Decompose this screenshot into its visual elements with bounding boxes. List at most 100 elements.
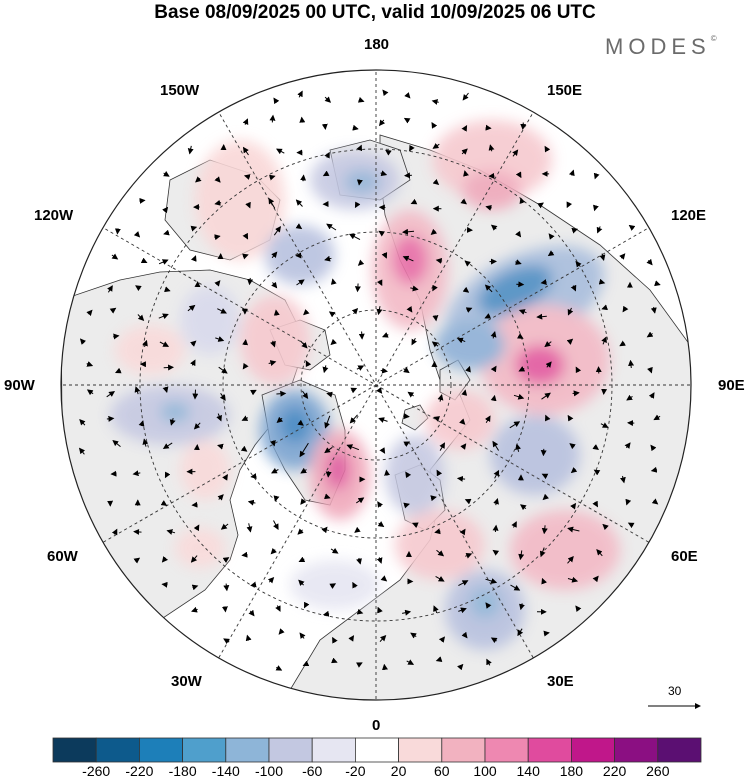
latitude-circle — [222, 231, 530, 539]
wind-vector — [328, 311, 336, 318]
wind-vector — [431, 99, 439, 105]
wind-vector — [515, 171, 522, 179]
wind-vector — [431, 122, 438, 129]
wind-vector — [300, 174, 307, 182]
wind-vector — [245, 201, 251, 209]
wind-vector — [601, 336, 607, 345]
wind-vector — [190, 255, 197, 262]
wind-vector — [250, 389, 257, 396]
wind-vector — [600, 422, 609, 428]
wind-vector — [270, 548, 277, 555]
wind-vector — [240, 445, 248, 452]
wind-vector — [458, 607, 467, 614]
wind-vector — [376, 557, 383, 564]
wind-vector — [161, 556, 168, 563]
positive-anomaly — [462, 170, 522, 210]
wind-vector — [142, 339, 148, 347]
wind-vector — [140, 257, 148, 264]
wind-vector — [217, 443, 224, 450]
wind-vector — [592, 575, 599, 583]
wind-vector — [242, 362, 249, 370]
wind-vector — [572, 390, 580, 397]
colorbar-swatch — [311, 737, 356, 763]
wind-vector — [114, 228, 121, 235]
wind-vector — [321, 123, 328, 130]
wind-vector — [352, 581, 358, 589]
wind-vector — [163, 171, 170, 177]
wind-vector — [326, 223, 337, 231]
lon-label-90w: 90W — [4, 377, 35, 394]
wind-vector — [276, 148, 285, 155]
wind-vector — [137, 314, 145, 322]
brand-name: MODES — [605, 34, 711, 59]
wind-vector — [349, 414, 358, 424]
wind-vector — [162, 442, 173, 450]
svalbard — [401, 404, 429, 431]
wind-vector — [330, 278, 337, 285]
wind-vector — [302, 660, 310, 666]
colorbar-swatch — [571, 737, 616, 763]
wind-vector — [356, 557, 362, 565]
wind-vector — [510, 584, 521, 591]
wind-vector — [329, 583, 337, 589]
wind-vector — [646, 331, 654, 338]
wind-vector — [411, 522, 419, 529]
wind-vector — [324, 96, 332, 103]
wind-vector — [461, 389, 468, 396]
wind-vector — [215, 336, 225, 342]
wind-vector — [433, 416, 441, 422]
wind-vector — [376, 306, 383, 316]
map-boundary — [60, 69, 692, 701]
wind-vector — [214, 234, 221, 241]
wind-vector — [245, 634, 252, 642]
wind-vector — [513, 393, 525, 400]
wind-vector — [273, 309, 280, 316]
wind-vector — [515, 259, 522, 265]
wind-vector — [575, 366, 582, 374]
wind-vector — [432, 178, 440, 186]
wind-vector — [512, 149, 519, 157]
wind-vector — [626, 394, 633, 401]
wind-vector — [460, 443, 467, 450]
wind-vector — [403, 502, 410, 509]
wind-vector — [464, 498, 472, 505]
map-title: Base 08/09/2025 00 UTC, valid 10/09/2025… — [154, 2, 596, 23]
wind-vector — [459, 418, 466, 425]
positive-anomaly — [395, 510, 485, 580]
wind-vector — [379, 447, 386, 454]
lon-label-0: 0 — [372, 717, 381, 734]
wind-vector — [222, 474, 228, 481]
wind-vector — [190, 359, 196, 367]
wind-vector — [402, 228, 415, 235]
wind-vector — [357, 259, 365, 266]
lon-label-30e: 30E — [547, 673, 574, 690]
wind-vector — [109, 307, 117, 314]
wind-vector — [619, 253, 626, 260]
wind-vector — [462, 286, 470, 293]
wind-vector — [596, 226, 603, 234]
wind-vector — [385, 149, 392, 156]
wind-vector — [435, 257, 443, 264]
wind-vector — [376, 387, 383, 394]
wind-vector — [275, 605, 281, 612]
positive-anomaly — [392, 235, 428, 285]
wind-vector — [296, 279, 305, 286]
wind-vector — [159, 341, 170, 347]
wind-vector — [567, 526, 580, 533]
wind-vector — [410, 198, 418, 205]
wind-vector — [354, 201, 361, 209]
wind-vector — [192, 389, 199, 400]
wind-vector — [403, 117, 411, 124]
positive-anomaly — [510, 510, 620, 590]
wind-vector — [214, 280, 221, 287]
wind-vector — [404, 172, 412, 179]
wind-vector — [492, 440, 500, 451]
colorbar-tick-label: 260 — [646, 763, 670, 779]
wind-vector — [161, 581, 168, 588]
wind-vector — [547, 250, 555, 257]
wind-vector — [223, 638, 230, 645]
wind-vector — [490, 224, 498, 231]
wind-vector — [432, 284, 438, 292]
wind-vector — [432, 315, 439, 322]
